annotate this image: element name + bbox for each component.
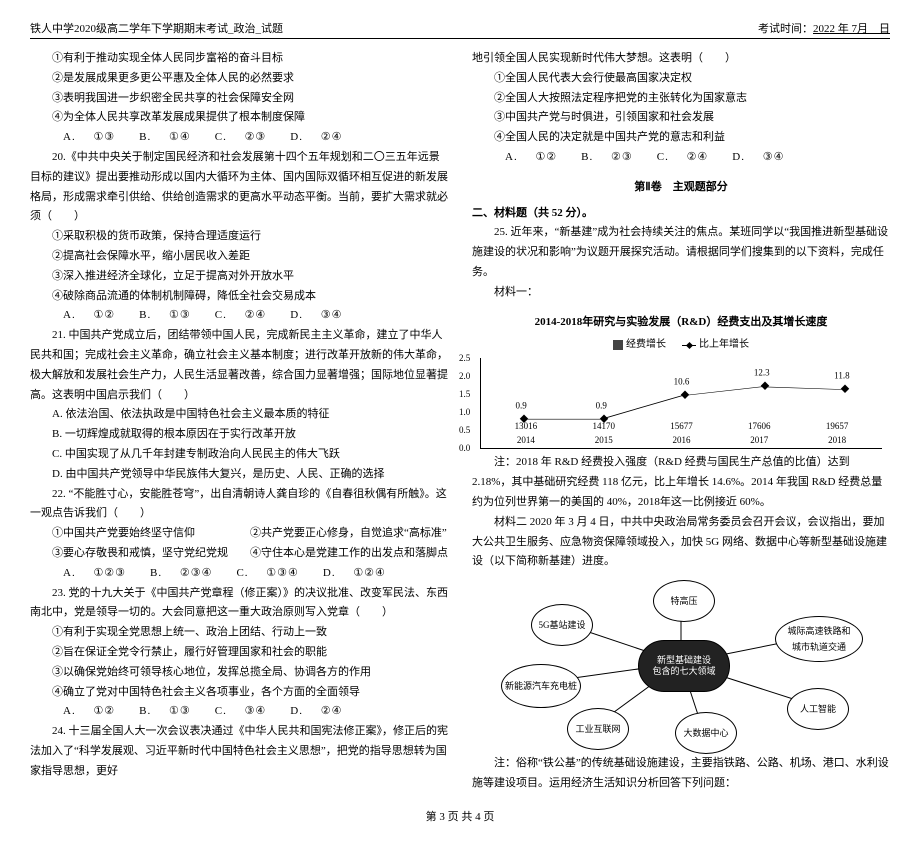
q25-intro: 25. 近年来，“新基建”成为社会持续关注的焦点。某班同学以“我国推进新型基础设… — [472, 223, 890, 282]
q21-oA: A. 依法治国、依法执政是中国特色社会主义最本质的特征 — [30, 405, 448, 425]
new-infra-diagram: 新型基础建设包含的七大领域 特高压城际高速铁路和城市轨道交通人工智能大数据中心工… — [501, 578, 861, 748]
x-category: 2018 — [828, 432, 846, 448]
rd-chart: 2014-2018年研究与实验发展（R&D）经费支出及其增长速度 经费增长 比上… — [472, 303, 890, 454]
diagram-node: 人工智能 — [787, 688, 849, 730]
legend-bar-icon — [613, 340, 623, 350]
material2: 材料二 2020 年 3 月 4 日，中共中央政治局常务委员会召开会议，会议指出… — [472, 513, 890, 572]
growth-point — [760, 382, 768, 390]
ytick: 2.0 — [459, 368, 470, 384]
q24-o4: ④全国人民的决定就是中国共产党的意志和利益 — [472, 128, 890, 148]
bar-group: 156772016 — [663, 430, 699, 448]
q21-oD: D. 由中国共产党领导中华民族伟大复兴，是历史、人民、正确的选择 — [30, 465, 448, 485]
q20-options: A. ①② B. ①③ C. ②④ D. ③④ — [30, 306, 448, 326]
stmt-4: ④为全体人民共享改革发展成果提供了根本制度保障 — [30, 108, 448, 128]
legend-bar: 经费增长 — [613, 336, 666, 354]
diagram-note: 注：俗称“铁公基”的传统基础设施建设，主要指铁路、公路、机场、港口、水利设施等建… — [472, 754, 890, 794]
diagram-node: 新能源汽车充电桩 — [501, 664, 581, 708]
q21-oC: C. 中国实现了从几千年封建专制政治向人民民主的伟大飞跃 — [30, 445, 448, 465]
q23-o4: ④确立了党对中国特色社会主义各项事业，各个方面的全面领导 — [30, 683, 448, 703]
header-left: 铁人中学2020级高二学年下学期期末考试_政治_试题 — [30, 20, 283, 36]
bar-value-label: 19657 — [824, 418, 850, 434]
part2-heading: 二、材料题（共 52 分）。 — [472, 204, 890, 224]
growth-point — [841, 384, 849, 392]
bar-group: 196572018 — [819, 430, 855, 448]
q22-stem: 22. “不能胜寸心，安能胜苍穹”，出自清朝诗人龚自珍的《自春徂秋偶有所触》。这… — [30, 485, 448, 525]
q24-stem-part2: 地引领全国人民实现新时代伟大梦想。这表明（ ） — [472, 49, 890, 69]
x-category: 2015 — [595, 432, 613, 448]
q23-options: A. ①② B. ①③ C. ③④ D. ②④ — [30, 702, 448, 722]
q24-o2: ②全国人大按照法定程序把党的主张转化为国家意志 — [472, 89, 890, 109]
q22-options: A. ①②③ B. ②③④ C. ①③④ D. ①②④ — [30, 564, 448, 584]
growth-label: 12.3 — [754, 364, 770, 380]
growth-label: 0.9 — [515, 397, 526, 413]
ytick: 0.0 — [459, 440, 470, 456]
growth-point — [680, 391, 688, 399]
growth-label: 0.9 — [596, 397, 607, 413]
chart-title: 2014-2018年研究与实验发展（R&D）经费支出及其增长速度 — [472, 313, 890, 333]
ytick: 1.5 — [459, 386, 470, 402]
diagram-node: 特高压 — [653, 580, 715, 622]
bar-group: 176062017 — [741, 430, 777, 448]
growth-label: 11.8 — [834, 367, 849, 383]
q21-stem: 21. 中国共产党成立后，团结带领中国人民，完成新民主主义革命，建立了中华人民共… — [30, 326, 448, 405]
header-right: 考试时间：2022 年 7月 日 — [758, 20, 890, 36]
x-category: 2014 — [517, 432, 535, 448]
q24-options: A. ①② B. ②③ C. ②④ D. ③④ — [472, 148, 890, 168]
bar-value-label: 15677 — [668, 418, 694, 434]
page-footer: 第 3 页 共 4 页 — [30, 808, 890, 824]
chart-plot-area: 0.00.51.01.52.02.51301620140.91417020150… — [480, 358, 882, 449]
diagram-node: 城际高速铁路和城市轨道交通 — [775, 616, 863, 662]
chart-note: 注：2018 年 R&D 经费投入强度（R&D 经费与国民生产总值的比值）达到 … — [472, 453, 890, 512]
legend-line: 比上年增长 — [682, 336, 749, 354]
q24-stem-part1: 24. 十三届全国人大一次会议表决通过《中华人民共和国宪法修正案》，修正后的宪法… — [30, 722, 448, 781]
two-column-layout: ①有利于推动实现全体人民同步富裕的奋斗目标 ②是发展成果更多更公平惠及全体人民的… — [30, 49, 890, 794]
column-right: 地引领全国人民实现新时代伟大梦想。这表明（ ） ①全国人民代表大会行使最高国家决… — [472, 49, 890, 794]
diagram-center: 新型基础建设包含的七大领域 — [638, 640, 730, 692]
x-category: 2017 — [750, 432, 768, 448]
q23-stem: 23. 党的十九大关于《中国共产党章程（修正案）》的决议批准、改变军民法、东西南… — [30, 584, 448, 624]
q20-o1: ①采取积极的货币政策，保持合理适度运行 — [30, 227, 448, 247]
diagram-node: 大数据中心 — [675, 712, 737, 754]
material1-label: 材料一： — [472, 283, 890, 303]
ytick: 0.5 — [459, 422, 470, 438]
q20-o4: ④破除商品流通的体制机制障碍，降低全社会交易成本 — [30, 287, 448, 307]
stmt-2: ②是发展成果更多更公平惠及全体人民的必然要求 — [30, 69, 448, 89]
q23-o3: ③以确保党始终可领导核心地位，发挥总揽全局、协调各方的作用 — [30, 663, 448, 683]
section2-title: 第Ⅱ卷 主观题部分 — [472, 178, 890, 198]
ytick: 2.5 — [459, 350, 470, 366]
page-header: 铁人中学2020级高二学年下学期期末考试_政治_试题 考试时间：2022 年 7… — [30, 20, 890, 39]
q22-o34: ③要心存敬畏和戒慎，坚守党纪党规 ④守住本心是党建工作的出发点和落脚点 — [30, 544, 448, 564]
q20-o3: ③深入推进经济全球化，立足于提高对外开放水平 — [30, 267, 448, 287]
q24-o3: ③中国共产党与时俱进，引领国家和社会发展 — [472, 108, 890, 128]
stmt-1: ①有利于推动实现全体人民同步富裕的奋斗目标 — [30, 49, 448, 69]
diagram-node: 5G基站建设 — [531, 604, 593, 646]
diagram-node: 工业互联网 — [567, 708, 629, 750]
bar-value-label: 17606 — [746, 418, 772, 434]
q20-o2: ②提高社会保障水平，缩小居民收入差距 — [30, 247, 448, 267]
bar-group: 130162014 — [508, 430, 544, 448]
bar-group: 141702015 — [586, 430, 622, 448]
q22-o12: ①中国共产党要始终坚守信仰 ②共产党要正心修身，自觉追求“高标准” — [30, 524, 448, 544]
x-category: 2016 — [672, 432, 690, 448]
growth-label: 10.6 — [674, 373, 690, 389]
q23-o1: ①有利于实现全党思想上统一、政治上团结、行动上一致 — [30, 623, 448, 643]
q20-stem: 20.《中共中央关于制定国民经济和社会发展第十四个五年规划和二〇三五年远景目标的… — [30, 148, 448, 227]
legend-line-icon — [682, 345, 696, 346]
ytick: 1.0 — [459, 404, 470, 420]
column-left: ①有利于推动实现全体人民同步富裕的奋斗目标 ②是发展成果更多更公平惠及全体人民的… — [30, 49, 448, 794]
chart-legend: 经费增长 比上年增长 — [472, 336, 890, 354]
q23-o2: ②旨在保证全党令行禁止，履行好管理国家和社会的职能 — [30, 643, 448, 663]
q24-o1: ①全国人民代表大会行使最高国家决定权 — [472, 69, 890, 89]
stmt-3: ③表明我国进一步织密全民共享的社会保障安全网 — [30, 89, 448, 109]
q19-options: A. ①③ B. ①④ C. ②③ D. ②④ — [30, 128, 448, 148]
q21-oB: B. 一切辉煌成就取得的根本原因在于实行改革开放 — [30, 425, 448, 445]
